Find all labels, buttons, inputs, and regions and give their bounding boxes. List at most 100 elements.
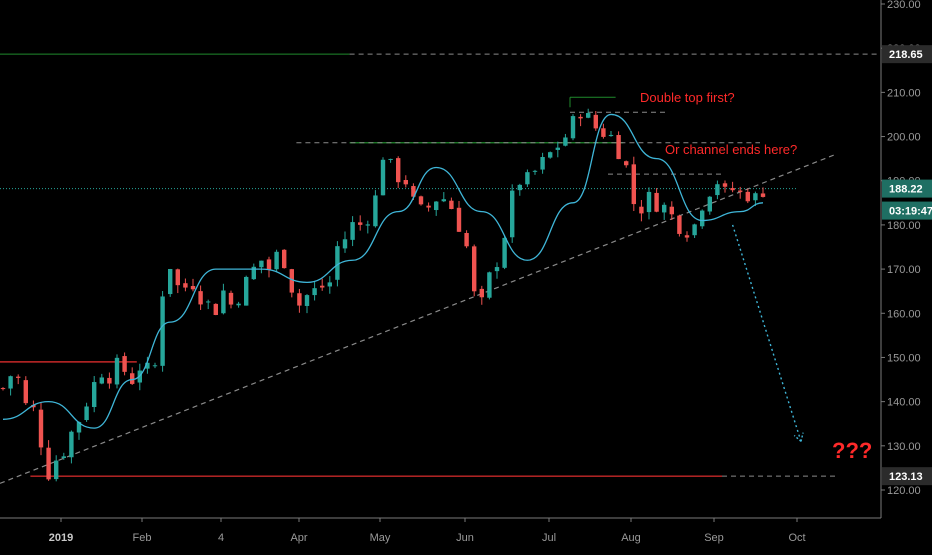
candle-body — [608, 134, 614, 137]
candle-body — [646, 191, 652, 213]
candle-body — [441, 199, 446, 202]
candle-body — [510, 190, 515, 238]
candle-body — [221, 290, 226, 314]
x-tick-label: Sep — [704, 532, 724, 544]
candle-body — [16, 376, 21, 378]
price-tag-current-bg — [882, 179, 932, 198]
candle-body — [434, 201, 439, 211]
annotation-double-top: Double top first? — [640, 90, 735, 105]
x-tick-label: Apr — [290, 532, 307, 544]
candle-body — [722, 183, 728, 187]
candle-body — [92, 382, 97, 408]
candle-body — [540, 157, 545, 170]
candle-body — [107, 377, 112, 384]
candle-body — [601, 128, 606, 137]
price-tag-countdown-label: 03:19:47 — [889, 206, 932, 218]
candle-body — [616, 135, 621, 160]
candle-body — [198, 291, 203, 305]
price-tag-resistance-bg — [882, 45, 932, 64]
candle-body — [707, 196, 712, 212]
candle-body — [251, 266, 256, 280]
candle-body — [160, 296, 165, 366]
annotation-question-marks: ??? — [832, 438, 872, 463]
candle-body — [380, 159, 386, 196]
candle-body — [61, 456, 66, 458]
candle-body — [175, 269, 180, 286]
price-tag-resistance: 218.65 — [882, 45, 932, 64]
x-axis-ticks[interactable]: 2019 Feb 4 Apr May Jun Jul Aug Sep Oct — [49, 518, 806, 544]
candle-body — [517, 184, 522, 191]
candle-body — [23, 380, 28, 404]
candle-body — [350, 222, 355, 240]
candle-body — [69, 431, 74, 458]
level-lines — [0, 53, 880, 477]
candle-body — [145, 362, 150, 369]
candle-body — [586, 113, 591, 118]
candle-body — [700, 210, 705, 227]
candle-body — [152, 365, 158, 367]
candle-body — [130, 373, 135, 384]
candle-body — [677, 215, 682, 234]
y-tick-label: 120.00 — [887, 485, 921, 497]
price-tag-support: 123.13 — [882, 467, 932, 486]
candle-body — [342, 239, 348, 249]
candle-body — [38, 409, 44, 448]
candle-body — [213, 303, 218, 316]
candle-body — [190, 286, 196, 290]
x-tick-label: Aug — [621, 532, 641, 544]
candle-body — [373, 195, 378, 227]
candle-body — [388, 158, 393, 160]
price-tag-countdown-bg — [882, 201, 932, 220]
candle-body — [555, 147, 560, 150]
candle-body — [403, 180, 408, 185]
candle-body — [274, 251, 279, 270]
x-tick-label: May — [370, 532, 391, 544]
candle-body — [662, 204, 667, 213]
price-tag-current-label: 188.22 — [889, 184, 923, 196]
candle-body — [730, 188, 735, 191]
candle-body — [335, 246, 340, 280]
candle-body — [54, 460, 59, 480]
y-tick-label: 140.00 — [887, 397, 921, 409]
y-tick-label: 130.00 — [887, 441, 921, 453]
candle-body — [396, 158, 401, 183]
candle-body — [494, 267, 500, 272]
candle-body — [456, 207, 462, 232]
price-tag-current: 188.22 — [882, 179, 932, 198]
x-tick-label: Jun — [456, 532, 474, 544]
candle-body — [639, 206, 644, 214]
candle-body — [411, 186, 416, 197]
candle-body — [669, 206, 674, 215]
candle-body — [289, 269, 294, 293]
candle-body — [320, 285, 325, 288]
y-tick-label: 180.00 — [887, 220, 921, 232]
candle-body — [570, 116, 576, 139]
candle-body — [593, 114, 598, 129]
candle-body — [297, 293, 302, 306]
candle-body — [259, 260, 264, 268]
candle-body — [738, 190, 743, 192]
trendline-ascending — [0, 153, 837, 484]
candle-body — [464, 232, 469, 247]
candle-body — [449, 200, 454, 210]
candle-body — [684, 235, 690, 238]
candle-body — [578, 116, 583, 119]
candle-body — [631, 164, 636, 205]
y-tick-label: 170.00 — [887, 264, 921, 276]
candle-body — [304, 295, 310, 306]
candle-body — [183, 283, 188, 288]
candle-body — [168, 269, 173, 295]
price-tag-countdown: 03:19:47 — [882, 201, 932, 220]
annotation-channel-end: Or channel ends here? — [665, 142, 797, 157]
price-tag-support-label: 123.13 — [889, 471, 923, 483]
candle-body — [31, 404, 36, 408]
candle-body — [760, 193, 766, 197]
candle-body — [266, 259, 272, 270]
candle-body — [206, 301, 211, 303]
candle-body — [715, 184, 720, 196]
candle-body — [624, 161, 629, 166]
candle-body — [532, 170, 538, 172]
